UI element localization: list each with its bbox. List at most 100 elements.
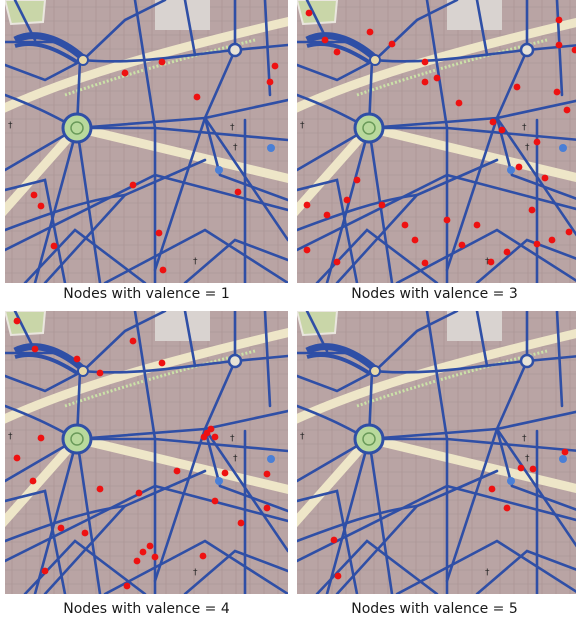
map-view <box>5 0 288 283</box>
node-marker <box>199 552 207 560</box>
node-marker <box>266 78 274 86</box>
node-marker <box>129 337 137 345</box>
node-marker <box>333 48 341 56</box>
node-marker <box>221 469 229 477</box>
node-marker <box>366 28 374 36</box>
node-marker <box>81 529 89 537</box>
node-marker <box>421 78 429 86</box>
node-marker <box>513 83 521 91</box>
node-marker <box>555 41 563 49</box>
node-marker <box>29 477 37 485</box>
node-marker <box>571 46 576 54</box>
node-layer <box>13 317 271 590</box>
node-marker <box>263 470 271 478</box>
node-marker <box>30 191 38 199</box>
node-marker <box>561 448 569 456</box>
node-marker <box>353 176 361 184</box>
node-marker <box>158 58 166 66</box>
node-marker <box>41 567 49 575</box>
panel-caption: Nodes with valence = 4 <box>63 601 230 617</box>
node-marker <box>533 240 541 248</box>
node-marker <box>401 221 409 229</box>
node-marker <box>193 93 201 101</box>
node-marker <box>321 36 329 44</box>
node-marker <box>211 497 219 505</box>
node-marker <box>31 345 39 353</box>
node-marker <box>37 202 45 210</box>
node-marker <box>529 465 537 473</box>
node-marker <box>151 553 159 561</box>
node-marker <box>96 485 104 493</box>
node-marker <box>330 536 338 544</box>
map-panel-valence-1 <box>5 0 288 283</box>
panel-caption: Nodes with valence = 3 <box>351 286 518 302</box>
node-marker <box>237 519 245 527</box>
node-marker <box>159 266 167 274</box>
node-marker <box>234 188 242 196</box>
node-marker <box>146 542 154 550</box>
node-marker <box>173 467 181 475</box>
node-marker <box>13 317 21 325</box>
node-marker <box>433 74 441 82</box>
node-layer <box>30 58 279 274</box>
map-view <box>5 311 288 594</box>
node-marker <box>541 174 549 182</box>
node-marker <box>489 118 497 126</box>
node-marker <box>200 433 208 441</box>
node-marker <box>135 489 143 497</box>
node-marker <box>421 58 429 66</box>
node-marker <box>158 359 166 367</box>
node-marker <box>271 62 279 70</box>
node-marker <box>487 258 495 266</box>
node-marker <box>57 524 65 532</box>
panel-caption: Nodes with valence = 5 <box>351 601 518 617</box>
node-marker <box>129 181 137 189</box>
node-marker <box>563 106 571 114</box>
node-marker <box>96 369 104 377</box>
node-marker <box>207 425 215 433</box>
node-marker <box>263 504 271 512</box>
node-marker <box>305 9 313 17</box>
node-marker <box>488 485 496 493</box>
node-marker <box>515 163 523 171</box>
node-marker <box>121 69 129 77</box>
node-marker <box>334 572 342 580</box>
node-marker <box>443 216 451 224</box>
node-marker <box>458 241 466 249</box>
node-marker <box>211 433 219 441</box>
map-panel-valence-3 <box>297 0 576 283</box>
node-marker <box>13 454 21 462</box>
map-panel-valence-4 <box>5 311 288 594</box>
node-layer <box>330 448 569 580</box>
node-marker <box>548 236 556 244</box>
node-marker <box>73 355 81 363</box>
node-marker <box>473 221 481 229</box>
node-marker <box>333 258 341 266</box>
node-marker <box>50 242 58 250</box>
node-marker <box>421 259 429 267</box>
node-layer <box>303 9 576 267</box>
node-marker <box>555 16 563 24</box>
node-marker <box>503 248 511 256</box>
node-marker <box>303 246 311 254</box>
node-marker <box>343 196 351 204</box>
panel-caption: Nodes with valence = 1 <box>63 286 230 302</box>
node-marker <box>553 88 561 96</box>
node-marker <box>123 582 131 590</box>
node-marker <box>498 126 506 134</box>
node-marker <box>503 504 511 512</box>
map-view <box>297 0 576 283</box>
node-marker <box>37 434 45 442</box>
node-marker <box>155 229 163 237</box>
node-marker <box>411 236 419 244</box>
map-view <box>297 311 576 594</box>
node-marker <box>533 138 541 146</box>
node-marker <box>388 40 396 48</box>
node-marker <box>565 228 573 236</box>
node-marker <box>323 211 331 219</box>
node-marker <box>517 464 525 472</box>
node-marker <box>528 206 536 214</box>
node-marker <box>455 99 463 107</box>
node-marker <box>133 557 141 565</box>
node-marker <box>139 548 147 556</box>
